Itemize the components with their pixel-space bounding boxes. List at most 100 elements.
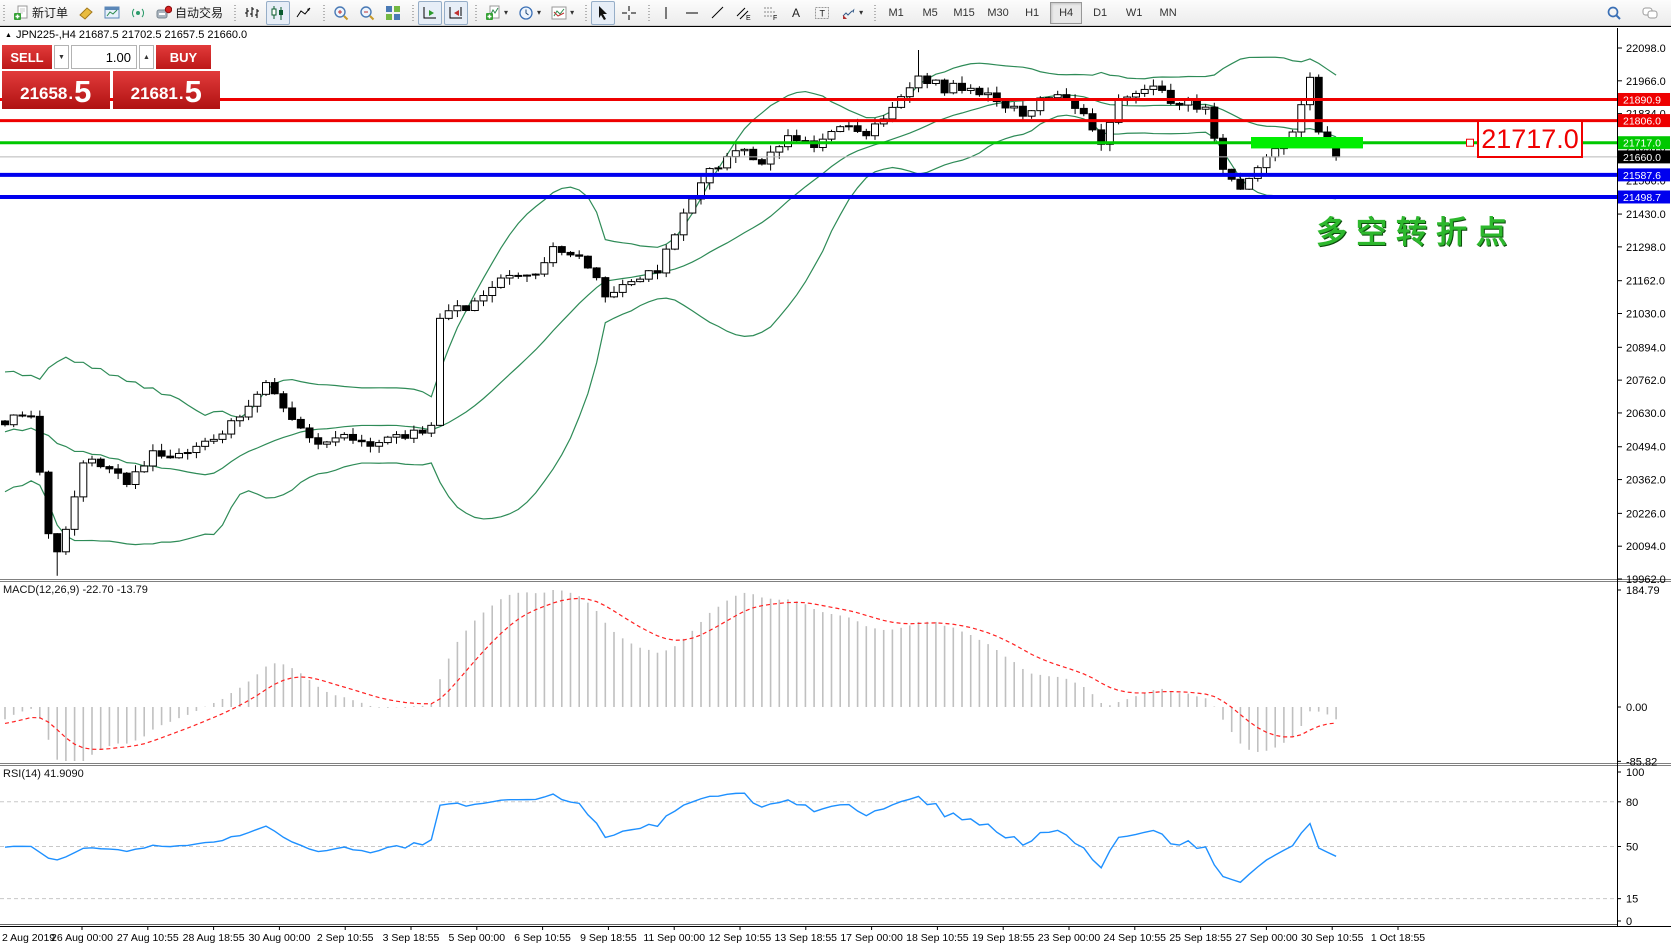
timeframe-m5-button[interactable]: M5 (922, 6, 938, 19)
time-tick-label: 23 Sep 00:00 (1038, 932, 1101, 944)
search-button[interactable] (1602, 1, 1626, 25)
arrows-button[interactable]: ▾ (836, 1, 867, 25)
tile-icon (385, 5, 401, 21)
zoom-out-icon (359, 5, 375, 21)
candlestick-chart-button[interactable] (266, 0, 291, 25)
chinese-note-text: 多空转折点 (1316, 215, 1516, 250)
time-tick-label: 28 Aug 18:55 (183, 932, 245, 944)
toolbar-group-insert: ▾ ▾ ▾ (472, 1, 582, 25)
timeframe-d1-button[interactable]: D1 (1093, 6, 1108, 19)
toolbar-group-chart-types (231, 0, 320, 25)
price-tick-label: 20494.0 (1626, 442, 1666, 454)
text-label-button[interactable]: T (810, 1, 834, 25)
auto-scroll-button[interactable] (418, 0, 443, 25)
svg-text:21890.9: 21890.9 (1623, 94, 1661, 106)
timeframe-m1-button[interactable]: M1 (888, 6, 904, 19)
equidistant-channel-button[interactable]: E (732, 1, 756, 25)
timeframe-h1-button[interactable]: H1 (1025, 6, 1040, 19)
price-tick-label: 20362.0 (1626, 475, 1666, 487)
toolbar-group-scroll (409, 0, 472, 25)
chart-title-text: JPN225-,H4 21687.5 21702.5 21657.5 21660… (15, 29, 248, 41)
gold-icon (78, 5, 94, 21)
price-tick-label: 22098.0 (1626, 43, 1666, 55)
rsi-pane[interactable] (0, 766, 1617, 925)
time-tick-label: 12 Sep 10:55 (709, 932, 772, 944)
toolbar: 新订单 自动交易 ▾ ▾ ▾ E F A T ▾ M1 M5 M15 M30 H1 H4 D1 W1 MN (0, 0, 1671, 26)
arrows-icon (840, 5, 856, 21)
toolbar-group-trade: 新订单 自动交易 (0, 1, 231, 25)
chat-button[interactable] (1638, 1, 1662, 25)
ask-price[interactable]: 21681. 5 (112, 71, 220, 109)
channel-icon: E (736, 5, 752, 21)
templates-button[interactable]: ▾ (547, 1, 578, 25)
time-tick-label: 2 Aug 2019 (2, 932, 55, 944)
cursor-button[interactable] (591, 0, 616, 25)
auto-trading-button[interactable]: 自动交易 (152, 1, 227, 25)
macd-pane[interactable] (0, 583, 1617, 763)
volume-increase-button[interactable]: ▲ (139, 45, 154, 69)
new-order-button[interactable]: 新订单 (9, 1, 72, 25)
macd-signal-line (4, 597, 1337, 750)
time-tick-label: 6 Sep 10:55 (514, 932, 571, 944)
text-button[interactable]: A (784, 1, 808, 25)
zoom-out-button[interactable] (355, 1, 379, 25)
timeframe-w1-button[interactable]: W1 (1125, 6, 1143, 19)
time-tick-label: 27 Sep 00:00 (1235, 932, 1298, 944)
vertical-line-button[interactable] (654, 1, 678, 25)
svg-text:A: A (792, 6, 800, 20)
bid-price[interactable]: 21658. 5 (2, 71, 110, 109)
indicators-button[interactable]: ▾ (481, 1, 512, 25)
trendline-button[interactable] (706, 1, 730, 25)
rsi-tick-label: 50 (1626, 842, 1638, 854)
price-tick-label: 20894.0 (1626, 342, 1666, 354)
line-chart-button[interactable] (292, 1, 316, 25)
bar-chart-button[interactable] (240, 1, 264, 25)
toolbar-group-zoom (320, 1, 409, 25)
fibo-icon: F (762, 5, 778, 21)
chart-plot-area[interactable] (0, 28, 1617, 579)
highlight-rectangle[interactable] (1251, 136, 1363, 149)
autoscroll-icon (422, 5, 438, 21)
toolbar-group-objects: E F A T ▾ (645, 1, 871, 25)
zoom-in-button[interactable] (329, 1, 353, 25)
hline-icon (684, 5, 700, 21)
new-order-icon (13, 5, 29, 21)
tile-windows-button[interactable] (381, 1, 405, 25)
signals-button[interactable] (126, 1, 150, 25)
one-click-trading-panel: SELL ▼ ▲ BUY 21658.5 21681.5 (2, 45, 220, 109)
macd-tick-label: 184.79 (1626, 585, 1660, 597)
metaeditor-button[interactable] (74, 1, 98, 25)
timeframe-m30-button[interactable]: M30 (987, 6, 1009, 19)
symbol-collapse-icon[interactable]: ▲ (5, 31, 12, 39)
macd-indicator-label: MACD(12,26,9) -22.70 -13.79 (3, 584, 148, 596)
time-tick-label: 30 Aug 00:00 (248, 932, 310, 944)
horizontal-line-button[interactable] (680, 1, 704, 25)
price-tag: 21806.0 (1618, 114, 1670, 128)
periods-button[interactable]: ▾ (514, 1, 545, 25)
rsi-line (4, 792, 1337, 884)
time-tick-label: 9 Sep 18:55 (580, 932, 637, 944)
fibonacci-button[interactable]: F (758, 1, 782, 25)
timeframe-mn-button[interactable]: MN (1159, 6, 1177, 19)
new-order-label: 新订单 (32, 6, 69, 20)
clock-icon (518, 5, 534, 21)
timeframe-m15-button[interactable]: M15 (953, 6, 975, 19)
chart-shift-button[interactable] (444, 0, 469, 25)
linechart-icon (296, 5, 312, 21)
chevron-down-icon: ▾ (504, 8, 509, 17)
volume-decrease-button[interactable]: ▼ (54, 45, 69, 69)
crosshair-button[interactable] (617, 1, 641, 25)
rsi-tick-label: 80 (1626, 797, 1638, 809)
line-endpoint-marker[interactable] (1466, 138, 1474, 147)
price-callout-label[interactable]: 21717.0 (1477, 120, 1583, 158)
price-tick-label: 19962.0 (1626, 574, 1666, 586)
buy-button[interactable]: BUY (156, 45, 211, 69)
chart-window-button[interactable] (100, 1, 124, 25)
bars-icon (244, 5, 260, 21)
sell-button[interactable]: SELL (2, 45, 52, 69)
timeframe-h4-button[interactable]: H4 (1050, 1, 1083, 24)
price-tick-label: 20762.0 (1626, 375, 1666, 387)
volume-input[interactable] (71, 45, 137, 69)
